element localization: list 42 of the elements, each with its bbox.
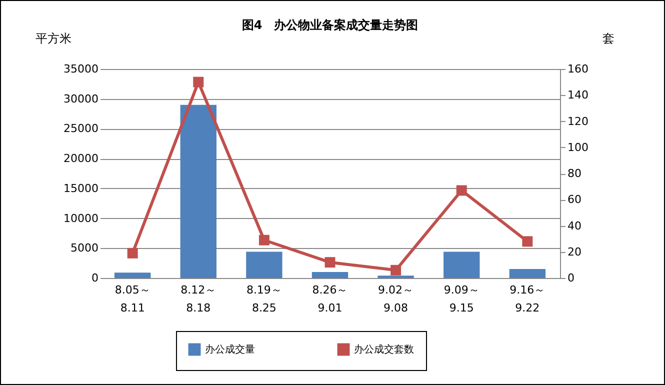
x-tick-label: 8.12～8.18: [180, 284, 216, 314]
bar: [246, 252, 282, 278]
y-tick-label: 30000: [64, 92, 98, 106]
bar: [114, 272, 151, 278]
point: [258, 234, 270, 246]
bar: [180, 104, 216, 278]
y-tick-label: 15000: [64, 182, 98, 195]
y-tick-label: 20000: [64, 152, 98, 166]
y-tick-label: 25000: [64, 122, 98, 136]
y-tick-label: 5000: [70, 242, 98, 255]
bar: [444, 252, 480, 278]
point: [193, 76, 204, 88]
y2-tick-label: 60: [568, 193, 582, 206]
point: [456, 185, 467, 196]
y2-tick-label: 140: [568, 88, 588, 102]
x-tick-label: 8.05～8.11: [114, 284, 150, 314]
x-tick-label: 8.19～8.25: [246, 284, 282, 314]
y2-tick-label: 80: [568, 167, 582, 180]
x-tick-label: 9.09～9.15: [444, 284, 480, 314]
y2-tick-label: 40: [568, 219, 582, 232]
y2-tick-label: 0: [568, 272, 574, 284]
y-axis-title: 平方米: [36, 32, 72, 46]
y2-tick-label: 20: [568, 245, 582, 258]
y-tick-label: 0: [92, 272, 98, 284]
legend-label: 办公成交套数: [354, 344, 414, 356]
y2-axis-title: 套: [602, 32, 614, 46]
bar: [312, 272, 348, 278]
x-tick-label: 9.16～9.22: [510, 284, 546, 314]
point: [390, 264, 402, 276]
bar: [509, 269, 546, 278]
y2-tick-label: 120: [568, 114, 588, 128]
y2-tick-label: 100: [568, 140, 588, 154]
point: [127, 248, 138, 258]
y-tick-label: 35000: [64, 62, 98, 76]
y2-tick-label: 160: [568, 62, 588, 76]
chart-title: 图4 办公物业备案成交量走势图: [242, 18, 418, 32]
y-tick-label: 10000: [64, 212, 98, 225]
point: [324, 257, 336, 268]
point: [522, 236, 533, 247]
x-tick-label: 9.02～9.08: [378, 284, 414, 314]
x-tick-label: 8.26～9.01: [312, 284, 348, 314]
legend-label: 办公成交量: [205, 344, 255, 356]
